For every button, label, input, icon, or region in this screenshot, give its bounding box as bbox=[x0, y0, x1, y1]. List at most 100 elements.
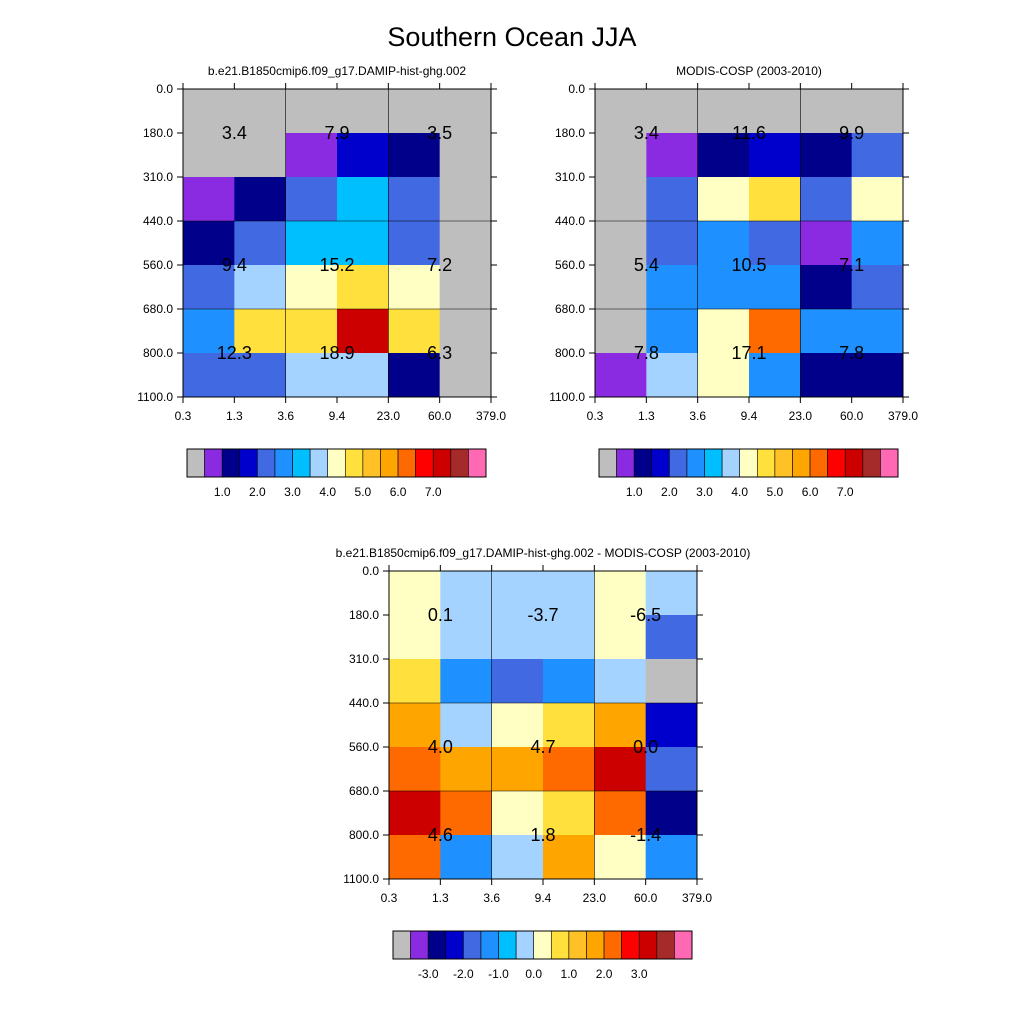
heatmap-cell bbox=[851, 265, 904, 310]
heatmap-cell bbox=[646, 89, 699, 134]
heatmap-cell bbox=[389, 791, 441, 836]
heatmap-cell bbox=[697, 265, 750, 310]
y-tick-label: 560.0 bbox=[555, 258, 585, 272]
heatmap-cell bbox=[388, 265, 441, 310]
heatmap-cell bbox=[594, 659, 647, 704]
colorbar-swatch bbox=[392, 930, 411, 960]
heatmap-cell bbox=[440, 571, 493, 616]
colorbar-swatch bbox=[463, 930, 482, 960]
y-tick-label: 0.0 bbox=[156, 82, 173, 96]
heatmap-cell bbox=[388, 89, 441, 134]
heatmap-cell bbox=[285, 353, 338, 398]
colorbar-swatch bbox=[586, 930, 605, 960]
heatmap-cell bbox=[389, 703, 441, 748]
y-tick-label: 310.0 bbox=[555, 170, 585, 184]
colorbar-swatch bbox=[844, 448, 864, 478]
heatmap-panel-3: b.e21.B1850cmip6.f09_g17.DAMIP-hist-ghg.… bbox=[336, 546, 751, 981]
colorbar-swatch bbox=[568, 930, 587, 960]
heatmap-cell bbox=[439, 221, 492, 266]
y-tick-label: 1100.0 bbox=[549, 390, 585, 404]
heatmap-cell bbox=[389, 747, 441, 792]
cell-annotation: 12.3 bbox=[217, 343, 252, 363]
heatmap-cell bbox=[595, 265, 647, 310]
colorbar-swatch bbox=[550, 930, 570, 960]
heatmap-cell bbox=[439, 177, 492, 222]
colorbar-label: 7.0 bbox=[837, 485, 854, 499]
panel-title: b.e21.B1850cmip6.f09_g17.DAMIP-hist-ghg.… bbox=[336, 546, 751, 560]
heatmap-cell bbox=[645, 659, 698, 704]
x-tick-label: 23.0 bbox=[377, 409, 401, 423]
colorbar-label: 7.0 bbox=[425, 485, 442, 499]
y-tick-label: 0.0 bbox=[362, 564, 379, 578]
x-tick-label: 60.0 bbox=[428, 409, 452, 423]
cell-annotation: 0.1 bbox=[428, 605, 453, 625]
heatmap-cell bbox=[388, 133, 441, 178]
colorbar-swatch bbox=[515, 930, 535, 960]
x-tick-label: 60.0 bbox=[840, 409, 864, 423]
heatmap-cell bbox=[800, 309, 853, 354]
colorbar-label: 6.0 bbox=[390, 485, 407, 499]
x-tick-label: 379.0 bbox=[682, 891, 712, 905]
colorbar-swatch bbox=[468, 448, 487, 478]
colorbar-swatch bbox=[380, 448, 399, 478]
heatmap-cell bbox=[646, 221, 699, 266]
x-tick-label: 3.6 bbox=[483, 891, 500, 905]
heatmap-cell bbox=[595, 353, 647, 398]
cell-annotation: 4.6 bbox=[428, 825, 453, 845]
cell-annotation: 7.8 bbox=[634, 343, 659, 363]
heatmap-cell bbox=[183, 177, 235, 222]
heatmap-cell bbox=[543, 703, 595, 748]
colorbar: 1.0 2.0 3.0 4.0 5.0 6.0 7.0 bbox=[186, 448, 487, 499]
heatmap-cell bbox=[183, 353, 235, 398]
heatmap-cell bbox=[388, 309, 441, 354]
heatmap-cell bbox=[543, 835, 595, 880]
heatmap-cell bbox=[491, 747, 544, 792]
heatmap-cell bbox=[234, 133, 287, 178]
heatmap-cell bbox=[337, 221, 389, 266]
colorbar-swatch bbox=[774, 448, 793, 478]
heatmap-cell bbox=[234, 309, 287, 354]
colorbar-frame bbox=[186, 448, 487, 478]
colorbar-swatch bbox=[410, 930, 429, 960]
heatmap-cell bbox=[388, 353, 441, 398]
heatmap-cell bbox=[234, 221, 287, 266]
colorbar-swatch bbox=[674, 930, 693, 960]
x-tick-label: 23.0 bbox=[583, 891, 607, 905]
heatmap-cell bbox=[645, 747, 698, 792]
heatmap-cell bbox=[183, 133, 235, 178]
colorbar-swatch bbox=[362, 448, 381, 478]
heatmap-cell bbox=[337, 353, 389, 398]
heatmap-cell bbox=[851, 309, 904, 354]
heatmap-cell bbox=[645, 835, 698, 880]
heatmap-cell bbox=[439, 309, 492, 354]
colorbar-swatch bbox=[603, 930, 622, 960]
colorbar-label: 4.0 bbox=[731, 485, 748, 499]
heatmap-cell bbox=[645, 571, 698, 616]
heatmap-cell bbox=[749, 177, 801, 222]
x-tick-label: 9.4 bbox=[329, 409, 346, 423]
heatmap-cell bbox=[749, 309, 801, 354]
colorbar-label: 3.0 bbox=[284, 485, 301, 499]
colorbar-label: 2.0 bbox=[596, 967, 613, 981]
heatmap-cell bbox=[646, 133, 699, 178]
cell-annotation: 10.5 bbox=[731, 255, 766, 275]
heatmap-panel-2: MODIS-COSP (2003-2010) 0.0 180.0 310.0 440.0… bbox=[549, 64, 918, 499]
cell-annotation: 5.4 bbox=[634, 255, 659, 275]
cell-annotation: 15.2 bbox=[319, 255, 354, 275]
cell-annotation: 1.8 bbox=[530, 825, 555, 845]
y-tick-label: 800.0 bbox=[143, 346, 173, 360]
cell-annotation: 9.4 bbox=[222, 255, 247, 275]
heatmap-cell bbox=[234, 353, 287, 398]
colorbar-swatch bbox=[445, 930, 464, 960]
heatmap-cell bbox=[285, 133, 338, 178]
x-tick-label: 379.0 bbox=[888, 409, 918, 423]
heatmap-cell bbox=[440, 791, 493, 836]
colorbar-swatch bbox=[533, 930, 552, 960]
heatmap-cell bbox=[389, 571, 441, 616]
cell-annotation: 3.4 bbox=[222, 123, 247, 143]
x-tick-label: 0.3 bbox=[175, 409, 192, 423]
colorbar-label: 1.0 bbox=[214, 485, 231, 499]
heatmap-cell bbox=[439, 353, 492, 398]
heatmap-cell bbox=[645, 615, 698, 660]
heatmap-cell bbox=[800, 265, 853, 310]
